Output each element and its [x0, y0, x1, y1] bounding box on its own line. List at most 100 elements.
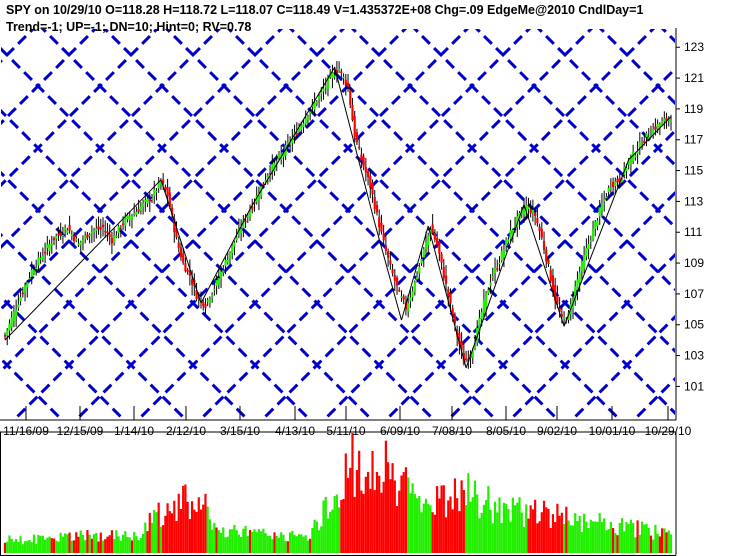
- candle-body: [39, 257, 42, 260]
- volume-bar: [355, 470, 359, 553]
- candle-body: [358, 146, 361, 149]
- candle-body: [413, 282, 416, 293]
- candle-body: [605, 196, 608, 199]
- volume-bar: [240, 536, 243, 553]
- candle-body: [551, 275, 555, 291]
- candle-body: [17, 304, 20, 308]
- candle-body: [627, 160, 630, 165]
- candle-body: [652, 129, 655, 135]
- candle-body: [19, 297, 22, 302]
- volume-bar: [193, 509, 196, 553]
- candle-body: [222, 270, 225, 273]
- candle-body: [618, 178, 621, 183]
- candle-body: [471, 350, 474, 358]
- candle-body: [502, 249, 506, 258]
- volume-bar: [315, 521, 318, 553]
- volume-bar: [607, 529, 610, 553]
- candle-body: [264, 180, 267, 183]
- volume-bar: [611, 528, 615, 553]
- x-tick-label: 11/16/09: [3, 424, 49, 438]
- volume-bar: [322, 500, 325, 553]
- volume-bar: [211, 529, 214, 553]
- volume-bar: [148, 512, 151, 553]
- candle-body: [304, 118, 307, 124]
- volume-bar: [409, 493, 412, 553]
- candle-body: [364, 167, 367, 173]
- candle-body: [77, 243, 80, 246]
- candle-body: [560, 314, 563, 317]
- volume-bar: [268, 535, 272, 553]
- volume-bar: [104, 539, 107, 553]
- volume-bar: [164, 515, 167, 553]
- candle-body: [513, 225, 517, 228]
- volume-bar: [30, 542, 33, 553]
- volume-bar: [634, 537, 637, 553]
- candle-body: [202, 302, 205, 307]
- candle-body: [302, 123, 305, 127]
- volume-bar: [277, 537, 281, 553]
- candle-body: [213, 288, 216, 291]
- volume-bar: [286, 541, 289, 553]
- volume-bar: [384, 440, 387, 553]
- candle-body: [382, 233, 385, 241]
- trend-line: [427, 225, 467, 369]
- volume-bar: [447, 500, 450, 553]
- candle-body: [217, 278, 220, 286]
- volume-bar: [68, 532, 71, 553]
- candle-body: [306, 116, 310, 120]
- volume-bar: [487, 486, 490, 553]
- volume-bar: [302, 536, 305, 553]
- candle-body: [422, 249, 425, 258]
- candle-body: [90, 231, 93, 234]
- volume-bar: [217, 530, 220, 553]
- candle-body: [30, 269, 33, 277]
- candle-body: [157, 181, 160, 189]
- volume-bar: [458, 511, 461, 553]
- volume-bar: [282, 534, 285, 553]
- trend-line: [334, 67, 376, 224]
- candle-body: [669, 120, 673, 122]
- candle-body: [424, 241, 428, 250]
- candle-body: [97, 226, 100, 230]
- candle-body: [43, 252, 47, 254]
- candle-body: [473, 342, 477, 349]
- volume-bar: [157, 502, 160, 553]
- y-axis-ticks: 101 103 105 107 109 111 113 115 117 119 121 123: [676, 40, 704, 393]
- volume-bar: [531, 509, 534, 553]
- volume-bar: [273, 532, 276, 553]
- volume-bar: [647, 527, 650, 553]
- candle-body: [177, 242, 180, 248]
- candle-body: [545, 249, 548, 262]
- volume-bar: [369, 488, 372, 553]
- volume-bar: [413, 494, 416, 553]
- volume-bar: [360, 490, 363, 553]
- volume-bar: [598, 512, 601, 553]
- volume-bar: [199, 509, 203, 553]
- volume-bar: [110, 530, 114, 553]
- volume-bar: [311, 527, 314, 553]
- volume-bar: [364, 476, 367, 553]
- candle-body: [369, 176, 372, 188]
- volume-bar: [28, 539, 31, 553]
- volume-bar: [614, 533, 617, 553]
- volume-bar: [338, 507, 341, 553]
- volume-bar: [206, 506, 209, 553]
- candle-body: [415, 276, 419, 280]
- candle-body: [625, 167, 628, 172]
- candle-body: [609, 187, 612, 190]
- candle-body: [380, 222, 383, 232]
- volume-bar: [77, 536, 80, 553]
- volume-bar: [620, 518, 624, 553]
- volume-bar: [166, 503, 169, 553]
- candle-body: [244, 220, 247, 223]
- volume-bar: [202, 504, 205, 553]
- candle-body: [558, 307, 561, 312]
- volume-bar: [562, 523, 566, 553]
- volume-bar: [482, 504, 485, 553]
- candle-body: [585, 248, 588, 257]
- volume-bar: [195, 511, 198, 553]
- volume-bar: [344, 453, 347, 553]
- volume-bar: [618, 523, 621, 553]
- candle-body: [277, 154, 281, 159]
- volume-bar: [551, 514, 555, 553]
